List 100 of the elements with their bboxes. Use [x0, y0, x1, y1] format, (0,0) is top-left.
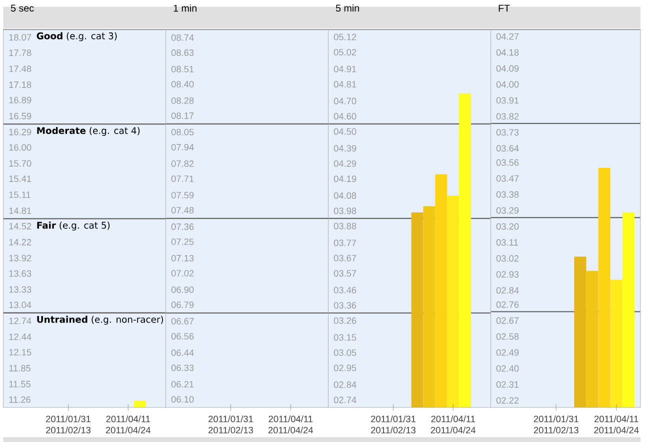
x-tick-label: 2011/01/31 2011/02/13	[371, 415, 416, 434]
y-tick-label: 06.10	[171, 396, 194, 403]
y-tick-label: 03.91	[496, 97, 519, 104]
y-tick-label: 02.31	[496, 381, 519, 388]
y-tick-label: 03.73	[496, 129, 519, 136]
y-tick-label: 03.56	[496, 159, 519, 166]
y-tick-label: 03.36	[334, 302, 356, 309]
y-tick-label: 06.56	[171, 333, 194, 340]
y-tick-label: 08.74	[171, 34, 194, 41]
band-label: Untrained (e.g. non-racer)	[37, 316, 164, 325]
y-tick-label: 06.79	[171, 302, 194, 308]
y-tick-label: 02.58	[496, 333, 519, 340]
y-tick-label: 14.81	[9, 208, 32, 214]
y-tick-label: 06.33	[171, 364, 194, 372]
y-tick-label: 02.76	[496, 301, 519, 308]
y-tick-label: 08.63	[171, 49, 194, 56]
y-tick-label: 12.15	[9, 348, 32, 356]
y-tick-label: 02.40	[496, 365, 519, 372]
chart-title: 1 min	[174, 4, 196, 12]
y-tick-label: 03.88	[334, 222, 356, 230]
y-tick-label: 03.46	[334, 286, 356, 294]
y-tick-label: 06.67	[171, 318, 194, 324]
y-tick-label: 14.52	[9, 222, 32, 230]
x-tick-label: 2011/01/31 2011/02/13	[46, 415, 91, 434]
y-tick-label: 08.51	[171, 66, 194, 72]
y-tick-label: 04.09	[496, 65, 519, 72]
y-tick-label: 02.84	[496, 287, 519, 294]
y-tick-label: 17.48	[9, 65, 32, 72]
y-tick-label: 04.91	[334, 66, 356, 72]
y-tick-label: 04.50	[334, 128, 356, 135]
y-tick-label: 07.59	[171, 192, 194, 198]
y-tick-label: 02.95	[334, 364, 356, 372]
y-tick-label: 15.11	[9, 192, 30, 198]
y-tick-label: 04.39	[334, 145, 356, 152]
y-tick-label: 04.29	[334, 160, 356, 167]
y-tick-label: 14.22	[9, 238, 32, 246]
y-tick-label: 13.63	[9, 270, 32, 277]
y-tick-label: 13.04	[9, 302, 32, 308]
y-tick-label: 12.74	[9, 318, 32, 324]
y-tick-label: 12.44	[9, 334, 32, 340]
y-tick-label: 11.26	[9, 396, 30, 403]
y-tick-label: 13.92	[9, 254, 32, 262]
band-label: Moderate (e.g. cat 4)	[37, 126, 140, 136]
y-tick-label: 04.70	[334, 98, 356, 104]
y-tick-label: 03.67	[334, 254, 356, 262]
x-tick-label: 2011/01/31 2011/02/13	[534, 415, 578, 434]
y-tick-label: 03.02	[496, 255, 519, 262]
y-tick-label: 07.02	[171, 270, 194, 277]
y-tick-label: 03.82	[496, 113, 519, 120]
x-tick-label: 2011/04/11 2011/04/24	[430, 415, 476, 434]
y-tick-label: 03.57	[334, 270, 356, 277]
y-tick-label: 11.85	[9, 364, 30, 372]
y-tick-label: 04.60	[334, 113, 356, 120]
y-tick-label: 04.08	[334, 192, 356, 199]
y-tick-label: 03.26	[334, 317, 356, 324]
y-tick-label: 07.36	[171, 223, 194, 230]
y-tick-label: 03.38	[496, 191, 519, 198]
band-label: Good (e.g. cat 3)	[36, 32, 117, 42]
x-tick-label: 2011/01/31 2011/02/13	[208, 415, 254, 434]
y-tick-label: 16.59	[9, 112, 32, 120]
y-tick-label: 08.28	[171, 97, 194, 104]
y-tick-label: 16.29	[9, 128, 32, 136]
y-tick-label: 08.05	[171, 128, 194, 136]
y-tick-label: 11.55	[9, 380, 30, 388]
y-tick-label: 07.94	[171, 144, 194, 150]
y-tick-label: 07.82	[171, 160, 194, 167]
y-tick-label: 17.18	[9, 81, 32, 88]
y-tick-label: 08.40	[171, 80, 194, 88]
y-tick-label: 03.15	[334, 334, 356, 341]
chart-title: FT	[498, 4, 510, 12]
y-tick-label: 04.19	[334, 176, 356, 182]
y-tick-label: 06.44	[171, 349, 194, 356]
x-tick-label: 2011/04/11 2011/04/24	[106, 415, 151, 434]
y-tick-label: 03.11	[496, 239, 518, 246]
y-tick-label: 06.90	[171, 286, 194, 293]
y-tick-label: 17.78	[9, 50, 32, 56]
y-tick-label: 07.25	[171, 238, 194, 245]
y-tick-label: 02.67	[496, 317, 519, 324]
y-tick-label: 02.74	[334, 396, 356, 404]
y-tick-label: 02.49	[496, 349, 519, 356]
x-tick-label: 2011/04/11 2011/04/24	[594, 415, 639, 434]
y-tick-label: 13.33	[9, 286, 32, 293]
y-tick-label: 18.07	[9, 34, 32, 41]
y-tick-label: 05.02	[334, 49, 356, 56]
y-tick-label: 03.47	[496, 175, 519, 182]
y-tick-label: 15.41	[9, 176, 32, 182]
band-label: Fair (e.g. cat 5)	[37, 222, 110, 231]
y-tick-label: 04.00	[496, 81, 519, 88]
y-tick-label: 03.98	[334, 208, 356, 214]
chart-title: 5 sec	[10, 4, 34, 12]
y-tick-label: 04.18	[496, 49, 519, 56]
y-tick-label: 15.70	[9, 160, 32, 167]
y-tick-label: 08.17	[171, 112, 194, 119]
y-tick-label: 07.48	[171, 206, 194, 214]
y-tick-label: 03.29	[496, 207, 519, 214]
y-tick-label: 03.20	[496, 223, 519, 230]
y-tick-label: 16.00	[9, 144, 32, 151]
y-tick-label: 02.84	[334, 381, 356, 388]
y-tick-label: 07.13	[171, 254, 194, 262]
y-tick-label: 16.89	[9, 96, 32, 104]
